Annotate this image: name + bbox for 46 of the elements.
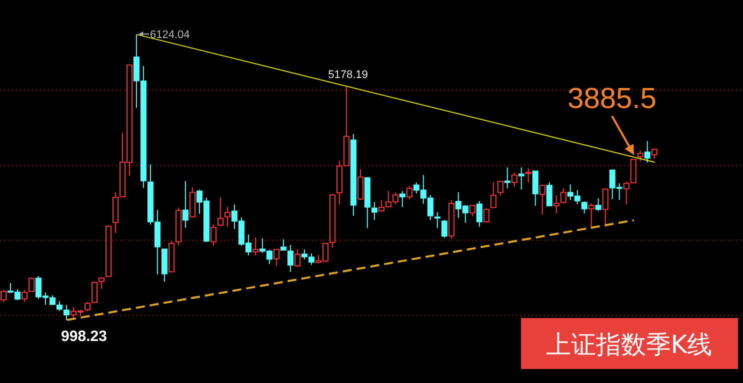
candlestick <box>490 182 496 208</box>
candlestick <box>84 302 90 312</box>
annotation: 3885.5 <box>568 83 656 115</box>
candlestick <box>63 304 70 321</box>
candlestick <box>651 148 658 160</box>
candlestick <box>595 198 602 212</box>
candlestick <box>532 170 538 206</box>
candlestick <box>224 206 230 228</box>
text: 上证指数季K线 <box>546 330 712 359</box>
candlestick <box>357 168 364 201</box>
candlestick <box>581 200 588 214</box>
candlestick <box>406 186 412 200</box>
candlestick <box>371 202 378 221</box>
candlestick <box>504 166 510 189</box>
candlestick <box>28 277 34 292</box>
annotation: 5178.19 <box>328 69 368 81</box>
annotation: 6124.04 <box>150 29 190 41</box>
candlestick <box>476 200 482 228</box>
candlestick <box>644 140 650 163</box>
candlestick <box>511 172 518 188</box>
candlestick <box>280 238 286 251</box>
candlestick <box>560 188 566 204</box>
candlestick <box>588 202 594 228</box>
candlestick <box>98 276 104 290</box>
candlestick <box>182 180 188 228</box>
candlestick <box>539 184 546 215</box>
candlestick <box>441 220 448 238</box>
candlestick <box>469 204 476 217</box>
candlestick <box>273 248 280 266</box>
candlestick <box>210 224 216 246</box>
candlestick <box>287 244 294 272</box>
candlestick <box>399 190 406 208</box>
candlestick <box>252 236 258 256</box>
candlestick <box>637 150 644 162</box>
annotation: 998.23 <box>61 328 107 345</box>
candlestick <box>602 188 608 228</box>
candlestick <box>294 248 300 268</box>
candlestick <box>483 208 490 224</box>
candlestick <box>518 166 524 190</box>
candlestick <box>497 180 504 196</box>
candlestick <box>553 194 560 214</box>
candlestick <box>217 196 224 227</box>
candlestick <box>434 212 440 229</box>
candlestick <box>21 290 28 302</box>
candlestick <box>525 168 532 183</box>
candlestick <box>546 182 552 206</box>
